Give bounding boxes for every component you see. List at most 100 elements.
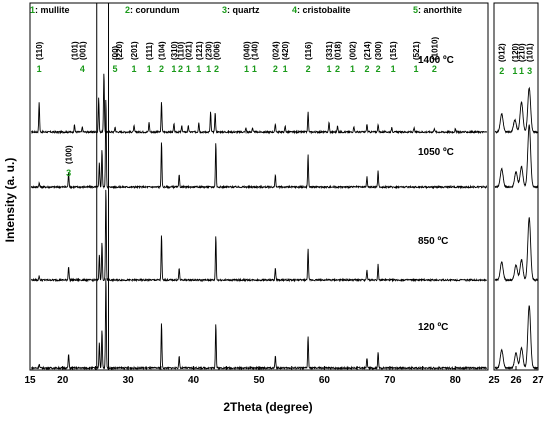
inset-x-tick-label: 25 [488,375,500,386]
peak-annotation: (110) 2 [176,41,185,74]
peak-annotation: (521) 1 [412,41,421,74]
legend-item: 5: anorthite [413,5,462,15]
inset-hkl-label: (210) [518,43,527,62]
phase-marker: 1 [147,64,152,74]
x-tick-label: 70 [384,375,396,386]
phase-marker: 1 [171,64,176,74]
hkl-label: (420) [281,41,290,60]
inset-peak-annotation: (101) 3 [526,43,535,76]
hkl-label: (024) [271,41,280,60]
phase-marker: 2 [214,64,219,74]
x-tick-label: 60 [319,375,331,386]
legend-item: 2: corundum [125,5,180,15]
hkl-label: (100) [65,145,74,164]
legend-item: 4: cristobalite [292,5,351,15]
peak-annotation: (002) 1 [349,41,358,74]
hkl-label: (310) [170,41,179,60]
phase-marker: 1 [196,64,201,74]
legend-label: : quartz [227,5,260,15]
series-label: 120 ºC [418,322,448,333]
inset-hkl-label: (101) [526,43,535,62]
series-label: 1050 ºC [418,147,454,158]
phase-marker: 1 [414,64,419,74]
phase-marker: 5 [113,64,118,74]
hkl-label: (331) [325,41,334,60]
hkl-label: (110) [35,41,44,60]
inset-phase-marker: 3 [527,66,532,76]
inset-peak-annotation: (120) 1 [511,43,520,76]
hkl-label: (040) [243,41,252,60]
phase-marker: 1 [132,64,137,74]
inset-series-line [494,216,538,283]
series-line [31,73,488,135]
hkl-label: (151) [389,41,398,60]
phase-marker: 2 [364,64,369,74]
peak-annotation: (021) 1 [184,41,193,74]
peak-annotation: (110) 1 [35,41,44,74]
x-tick-label: 30 [123,375,135,386]
phase-marker: 1 [350,64,355,74]
x-tick-label: 40 [188,375,200,386]
phase-marker: 1 [244,64,249,74]
peak-annotation: (151) 1 [389,41,398,74]
phase-marker: 1 [283,64,288,74]
hkl-label: (018) [334,41,343,60]
hkl-label: (201) [130,41,139,60]
hkl-label: (101) [70,41,79,60]
legend-number: 2 [125,5,130,15]
phase-marker: 2 [306,64,311,74]
inset-phase-marker: 1 [519,66,524,76]
phase-marker: 2 [178,64,183,74]
peak-annotation: (104) 2 [158,41,167,74]
legend-number: 1 [30,5,35,15]
phase-marker: 2 [335,64,340,74]
inset-plot-panel: 25 26 27(012)2(120)1(210)1(101)3 [488,2,544,386]
hkl-label: (1010) [430,37,439,60]
inset-phase-marker: 1 [512,66,517,76]
phase-marker: 1 [206,64,211,74]
peak-annotation: (300) 2 [374,41,383,74]
legend-label: : corundum [130,5,180,15]
hkl-label: (140) [250,41,259,60]
peak-annotation: (140) 1 [250,41,259,74]
legend-number: 5 [413,5,418,15]
series-line [30,99,488,190]
peak-annotation: (00) 5 [111,45,120,74]
x-tick-label: 20 [57,375,69,386]
y-axis-label: Intensity (a. u.) [3,158,17,243]
legend-item: 1: mullite [30,5,70,15]
x-tick-label: 15 [24,375,36,386]
series-label: 1400 ºC [418,55,454,66]
peak-annotation: (018) 2 [334,41,343,74]
phase-legend: 1: mullite 2: corundum 3: quartz 4: cristob… [30,5,462,15]
hkl-label: (300) [374,41,383,60]
phase-marker: 2 [273,64,278,74]
peak-annotation: (310) 1 [170,41,179,74]
hkl-label: (220) [115,41,124,60]
hkl-label: (121) [195,41,204,60]
series-label: 850 ºC [418,236,448,247]
x-axis-label: 2Theta (degree) [223,400,312,414]
phase-marker: 2 [432,64,437,74]
inset-hkl-label: (012) [498,43,507,62]
hkl-label: (110) [176,41,185,60]
inset-x-tick-label: 27 [532,375,544,386]
peak-annotation: (420) 1 [281,41,290,74]
hkl-label: (00) [111,45,120,60]
phase-marker: 3 [66,168,71,178]
series-line [30,189,487,283]
peak-annotation: (024) 2 [271,41,280,74]
x-tick-label: 50 [253,375,265,386]
peak-annotation: (331) 1 [325,41,334,74]
peak-annotation: (121) 1 [195,41,204,74]
inset-x-tick-label: 26 [510,375,522,386]
legend-label: : cristobalite [297,5,351,15]
peak-annotation: (230) 1 [205,41,214,74]
peak-annotation: (040) 1 [243,41,252,74]
phase-marker: 4 [80,64,85,74]
legend-item: 3: quartz [222,5,260,15]
peak-annotation: (116) 2 [304,41,313,74]
peak-annotation: (220) [115,41,124,60]
phase-marker: 1 [327,64,332,74]
